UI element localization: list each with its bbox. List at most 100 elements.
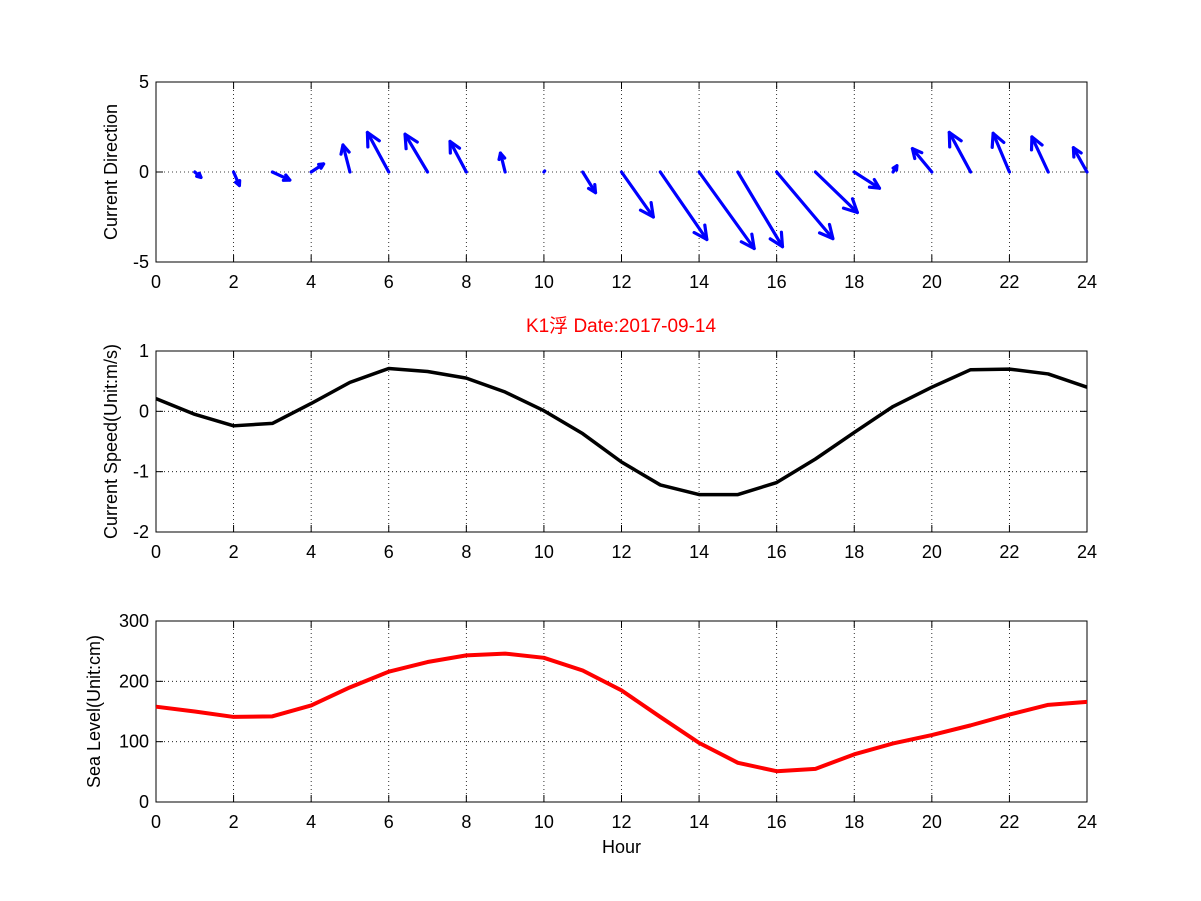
x-tick-label: 8	[461, 542, 471, 562]
quiver-head	[1029, 135, 1044, 152]
quiver-arrow	[910, 147, 934, 174]
x-tick-label: 14	[689, 272, 709, 292]
x-tick-label: 12	[611, 272, 631, 292]
quiver-arrow	[947, 130, 973, 174]
y-tick-label: 5	[139, 72, 149, 92]
axes-box	[155, 350, 1088, 533]
y-tick-label: 0	[139, 401, 149, 421]
quiver-arrow	[193, 170, 203, 179]
x-tick-label: 22	[999, 272, 1019, 292]
quiver-shaft	[619, 170, 655, 219]
x-tick-label: 6	[384, 812, 394, 832]
x-tick-label: 22	[999, 542, 1019, 562]
quiver-head	[910, 147, 924, 161]
y-tick-label: 1	[139, 341, 149, 361]
quiver-arrow	[365, 130, 391, 174]
x-tick-label: 4	[306, 542, 316, 562]
y-tick-label: 0	[139, 162, 149, 182]
y-tick-label: -2	[133, 522, 149, 542]
quiver-shaft	[775, 170, 835, 241]
quiver-arrow	[736, 170, 785, 249]
quiver-arrow	[619, 170, 655, 219]
quiver-head	[586, 182, 598, 195]
quiver-shaft	[658, 170, 709, 242]
quiver-arrow	[270, 170, 292, 182]
x-tick-label: 6	[384, 542, 394, 562]
quiver-head	[867, 177, 882, 190]
quiver-arrow	[775, 170, 835, 241]
x-tick-label: 18	[844, 812, 864, 832]
x-tick-label: 0	[151, 542, 161, 562]
quiver-shaft	[448, 139, 468, 174]
quiver-head	[1071, 146, 1083, 159]
x-tick-label: 24	[1077, 272, 1097, 292]
quiver-head	[281, 173, 292, 182]
current-speed-line	[155, 366, 1088, 497]
quiver-head	[365, 130, 381, 149]
quiver-arrow	[1029, 135, 1050, 174]
quiver-arrow	[990, 131, 1012, 174]
quiver-shaft	[910, 147, 934, 174]
quiver-shaft	[1071, 146, 1089, 174]
x-tick-label: 0	[151, 812, 161, 832]
quiver-head	[403, 132, 419, 151]
quiver-head	[497, 151, 507, 162]
x-axis-label: Hour	[602, 837, 641, 857]
x-tick-label: 4	[306, 272, 316, 292]
quiver-arrow	[448, 139, 468, 174]
quiver-head	[234, 178, 242, 188]
quiver-head	[990, 131, 1006, 149]
quiver-arrow	[339, 143, 352, 174]
quiver-shaft	[341, 143, 352, 174]
quiver-shaft	[991, 131, 1012, 174]
quiver-arrow	[658, 170, 709, 242]
quiver-shaft	[365, 130, 391, 174]
x-tick-label: 20	[922, 812, 942, 832]
quiver-shaft	[581, 170, 598, 195]
y-tick-label: 100	[119, 732, 149, 752]
x-tick-label: 14	[689, 542, 709, 562]
quiver-arrow	[813, 170, 859, 215]
y-tick-label: -5	[133, 252, 149, 272]
x-tick-label: 16	[767, 542, 787, 562]
quiver-shaft	[1030, 135, 1050, 174]
quiver-shaft	[736, 170, 785, 249]
quiver-shaft	[542, 169, 547, 174]
quiver-head	[947, 130, 963, 149]
x-tick-label: 18	[844, 272, 864, 292]
x-tick-label: 2	[229, 812, 239, 832]
y-tick-label: 0	[139, 792, 149, 812]
quiver-head	[817, 222, 835, 241]
x-tick-label: 16	[767, 272, 787, 292]
x-tick-label: 2	[229, 272, 239, 292]
x-tick-label: 8	[461, 812, 471, 832]
quiver-head	[739, 232, 756, 251]
quiver-shaft	[697, 170, 756, 251]
quiver-arrow	[497, 151, 507, 174]
x-tick-label: 20	[922, 272, 942, 292]
x-tick-label: 22	[999, 812, 1019, 832]
quiver-arrow	[403, 132, 430, 174]
x-tick-label: 10	[534, 542, 554, 562]
quiver-arrow	[542, 169, 547, 174]
quiver-arrow	[309, 162, 326, 174]
quiver-head	[768, 230, 785, 249]
quiver-arrow	[891, 164, 899, 174]
x-tick-label: 8	[461, 272, 471, 292]
quiver-arrow	[852, 170, 882, 190]
y-axis-label: Sea Level(Unit:cm)	[84, 635, 104, 788]
x-tick-label: 16	[767, 812, 787, 832]
x-tick-label: 2	[229, 542, 239, 562]
x-tick-label: 6	[384, 272, 394, 292]
x-tick-label: 12	[611, 812, 631, 832]
quiver-head	[339, 143, 351, 156]
x-tick-label: 0	[151, 272, 161, 292]
quiver-head	[638, 201, 655, 219]
x-tick-label: 10	[534, 812, 554, 832]
x-tick-label: 24	[1077, 542, 1097, 562]
quiver-head	[448, 139, 462, 155]
quiver-arrow	[581, 170, 598, 195]
x-tick-label: 18	[844, 542, 864, 562]
